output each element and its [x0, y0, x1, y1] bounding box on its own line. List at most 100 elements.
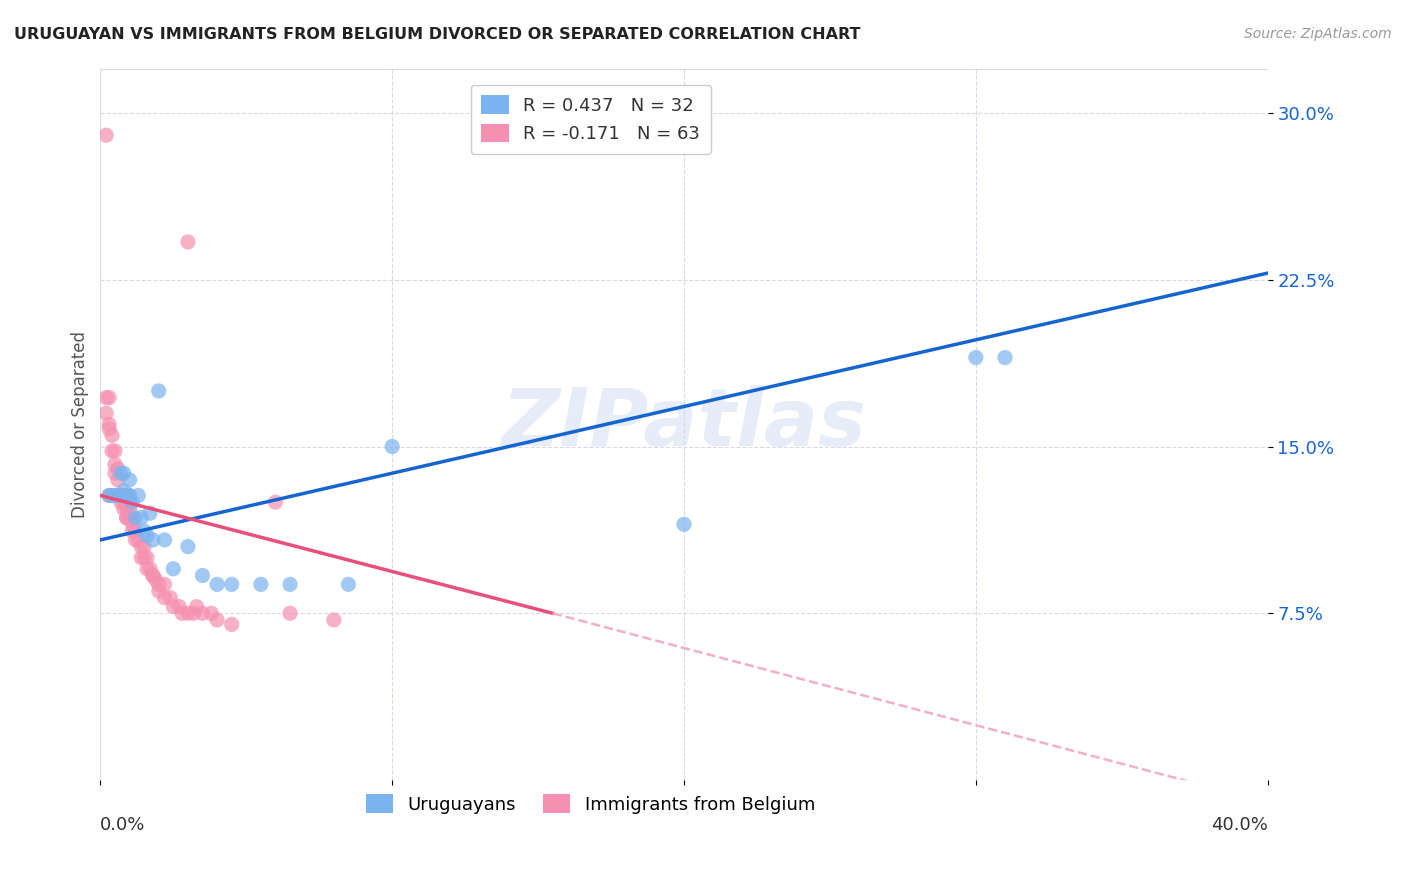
Legend: Uruguayans, Immigrants from Belgium: Uruguayans, Immigrants from Belgium: [359, 787, 823, 821]
Point: [278, 577, 301, 591]
Point: [145, 573, 167, 587]
Point: [142, 533, 165, 547]
Point: [205, 613, 228, 627]
Point: [110, 488, 132, 502]
Point: [177, 235, 200, 249]
Point: [121, 524, 143, 538]
Point: [264, 495, 287, 509]
Point: [107, 473, 129, 487]
Point: [96, 391, 118, 405]
Point: [104, 467, 127, 481]
Point: [136, 550, 159, 565]
Text: Source: ZipAtlas.com: Source: ZipAtlas.com: [1244, 27, 1392, 41]
Point: [112, 495, 135, 509]
Point: [121, 495, 143, 509]
Point: [153, 533, 176, 547]
Point: [118, 473, 141, 487]
Point: [167, 599, 190, 614]
Point: [162, 599, 184, 614]
Point: [98, 488, 121, 502]
Point: [191, 568, 214, 582]
Point: [162, 562, 184, 576]
Text: ZIPatlas: ZIPatlas: [502, 385, 866, 463]
Point: [96, 128, 118, 143]
Point: [112, 488, 135, 502]
Point: [127, 488, 149, 502]
Point: [110, 467, 132, 481]
Point: [136, 562, 159, 576]
Point: [322, 613, 344, 627]
Point: [672, 517, 695, 532]
Point: [110, 495, 132, 509]
Point: [118, 510, 141, 524]
Point: [136, 528, 159, 542]
Point: [177, 540, 200, 554]
Point: [115, 510, 138, 524]
Point: [134, 540, 156, 554]
Point: [142, 568, 165, 582]
Point: [153, 577, 176, 591]
Point: [121, 517, 143, 532]
Point: [250, 577, 273, 591]
Point: [129, 550, 152, 565]
Point: [101, 428, 124, 442]
Point: [118, 488, 141, 502]
Point: [148, 384, 170, 398]
Point: [127, 533, 149, 547]
Point: [148, 584, 170, 599]
Point: [170, 607, 193, 621]
Text: URUGUAYAN VS IMMIGRANTS FROM BELGIUM DIVORCED OR SEPARATED CORRELATION CHART: URUGUAYAN VS IMMIGRANTS FROM BELGIUM DIV…: [14, 27, 860, 42]
Point: [142, 568, 165, 582]
Point: [107, 488, 129, 502]
Point: [153, 591, 176, 605]
Point: [118, 488, 141, 502]
Point: [124, 524, 146, 538]
Point: [110, 488, 132, 502]
Point: [112, 501, 135, 516]
Point: [159, 591, 181, 605]
Point: [115, 510, 138, 524]
Point: [98, 391, 121, 405]
Point: [205, 577, 228, 591]
Point: [186, 599, 208, 614]
Point: [148, 577, 170, 591]
Point: [98, 422, 121, 436]
Y-axis label: Divorced or Separated: Divorced or Separated: [72, 331, 89, 517]
Point: [124, 533, 146, 547]
Text: 0.0%: 0.0%: [100, 815, 146, 834]
Point: [96, 406, 118, 420]
Point: [177, 607, 200, 621]
Point: [104, 488, 127, 502]
Point: [112, 483, 135, 498]
Point: [129, 540, 152, 554]
Point: [115, 501, 138, 516]
Point: [221, 577, 243, 591]
Point: [104, 458, 127, 472]
Point: [129, 510, 152, 524]
Point: [107, 488, 129, 502]
Point: [221, 617, 243, 632]
Point: [118, 495, 141, 509]
Point: [101, 444, 124, 458]
Point: [118, 501, 141, 516]
Point: [104, 444, 127, 458]
Point: [183, 607, 205, 621]
Point: [98, 417, 121, 432]
Point: [121, 510, 143, 524]
Point: [124, 510, 146, 524]
Point: [134, 524, 156, 538]
Point: [200, 607, 222, 621]
Point: [381, 440, 404, 454]
Point: [139, 562, 162, 576]
Point: [134, 550, 156, 565]
Point: [139, 506, 162, 520]
Point: [994, 351, 1017, 365]
Point: [98, 488, 121, 502]
Point: [101, 488, 124, 502]
Point: [278, 607, 301, 621]
Point: [337, 577, 360, 591]
Point: [107, 462, 129, 476]
Point: [191, 607, 214, 621]
Point: [112, 467, 135, 481]
Point: [965, 351, 987, 365]
